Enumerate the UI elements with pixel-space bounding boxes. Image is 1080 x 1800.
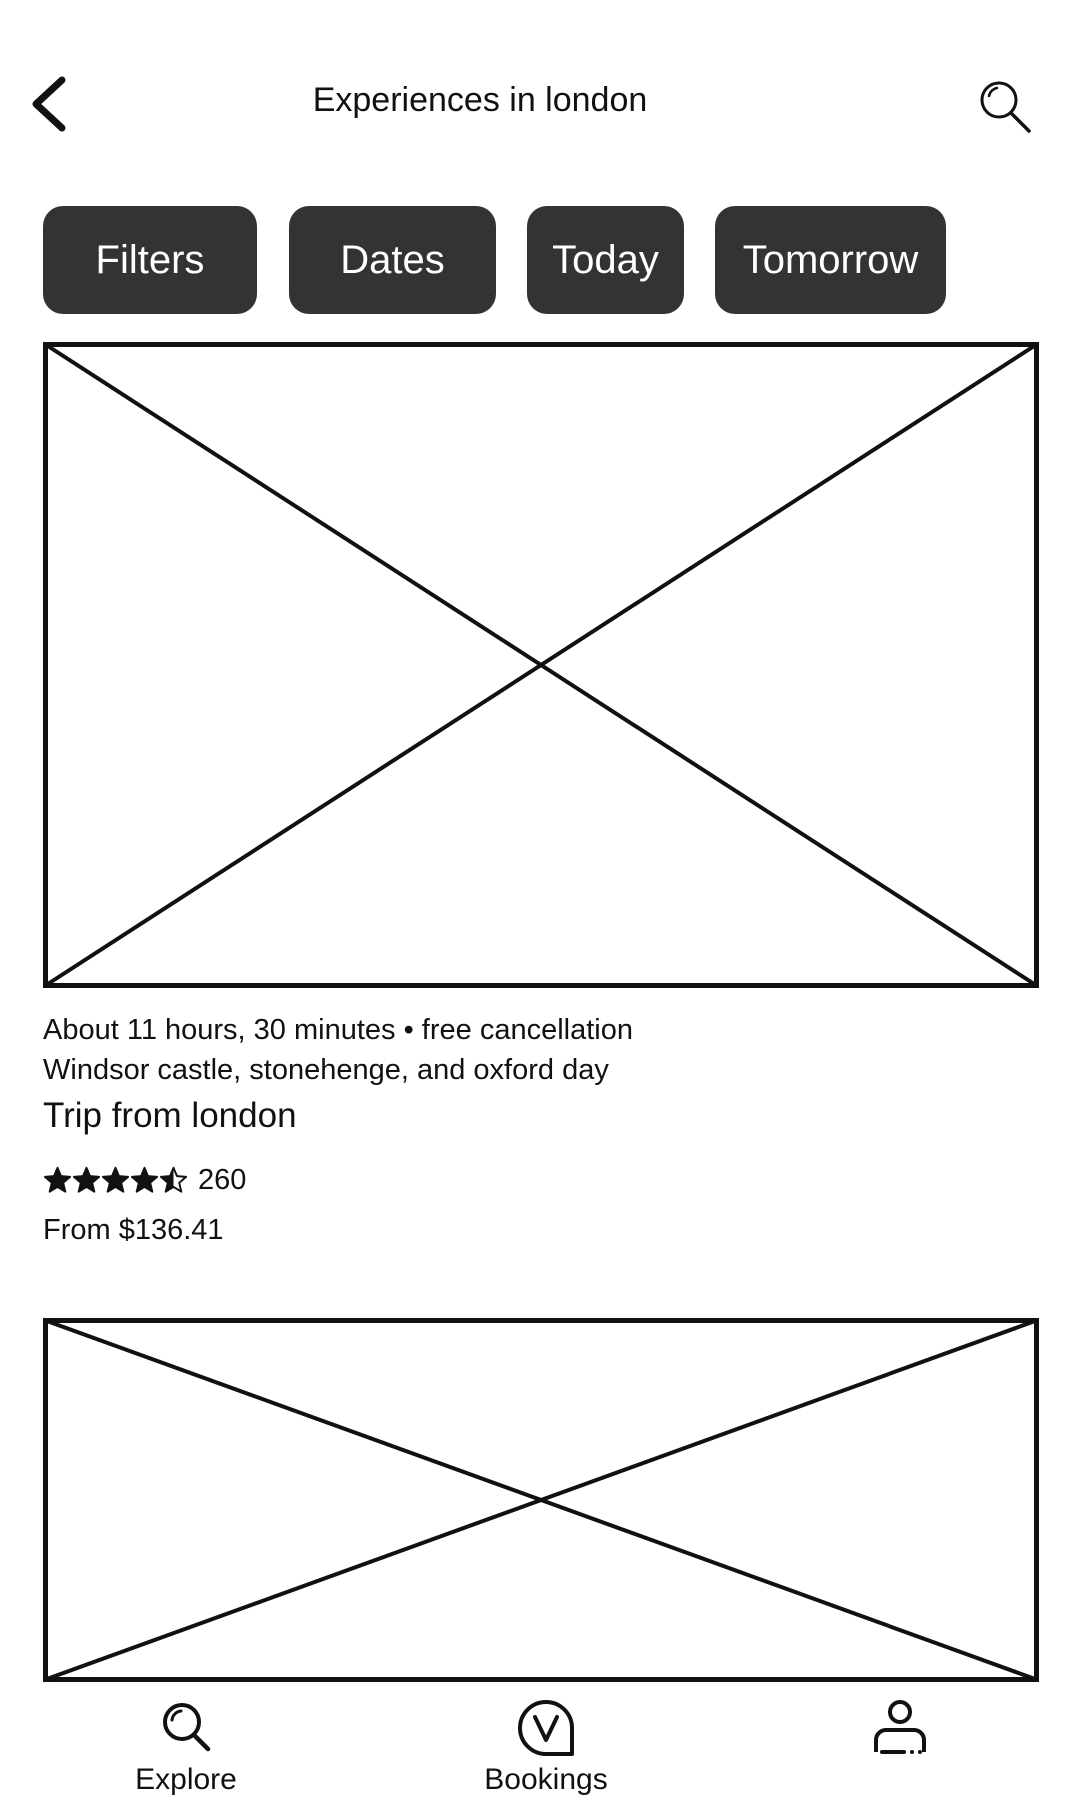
listing-rating: 260 [43, 1160, 246, 1200]
listing-duration: About 11 hours, 30 minutes • free cancel… [43, 1014, 633, 1046]
star-full-icon [130, 1166, 159, 1193]
listing-price: From $136.41 [43, 1214, 224, 1246]
today-chip[interactable]: Today [527, 206, 684, 314]
nav-bookings-label: Bookings [484, 1763, 608, 1796]
nav-explore[interactable]: Explore [126, 1698, 246, 1798]
profile-icon [874, 1700, 926, 1754]
rating-stars [43, 1166, 188, 1195]
image-placeholder-icon [43, 342, 1039, 988]
image-placeholder-icon [43, 1318, 1039, 1682]
star-full-icon [101, 1166, 130, 1193]
nav-explore-label: Explore [135, 1763, 237, 1796]
tomorrow-chip[interactable]: Tomorrow [715, 206, 946, 314]
star-half-icon [159, 1166, 188, 1193]
bookings-icon [518, 1700, 574, 1756]
star-full-icon [43, 1166, 72, 1193]
chevron-left-icon [32, 76, 66, 132]
filters-chip[interactable]: Filters [43, 206, 257, 314]
review-count: 260 [198, 1164, 247, 1196]
nav-profile[interactable] [850, 1698, 950, 1758]
search-icon [980, 81, 1031, 133]
dates-chip[interactable]: Dates [289, 206, 496, 314]
listing-title-line2[interactable]: Trip from london [43, 1096, 297, 1135]
star-full-icon [72, 1166, 101, 1193]
back-button[interactable] [24, 70, 80, 140]
search-button[interactable] [975, 76, 1035, 136]
page-title: Experiences in london [312, 81, 648, 119]
listing-title-line1[interactable]: Windsor castle, stonehenge, and oxford d… [43, 1054, 609, 1086]
nav-bookings[interactable]: Bookings [476, 1698, 616, 1798]
listing-image-placeholder[interactable] [43, 1318, 1039, 1682]
listing-image-placeholder[interactable] [43, 342, 1039, 988]
search-icon [163, 1703, 211, 1752]
